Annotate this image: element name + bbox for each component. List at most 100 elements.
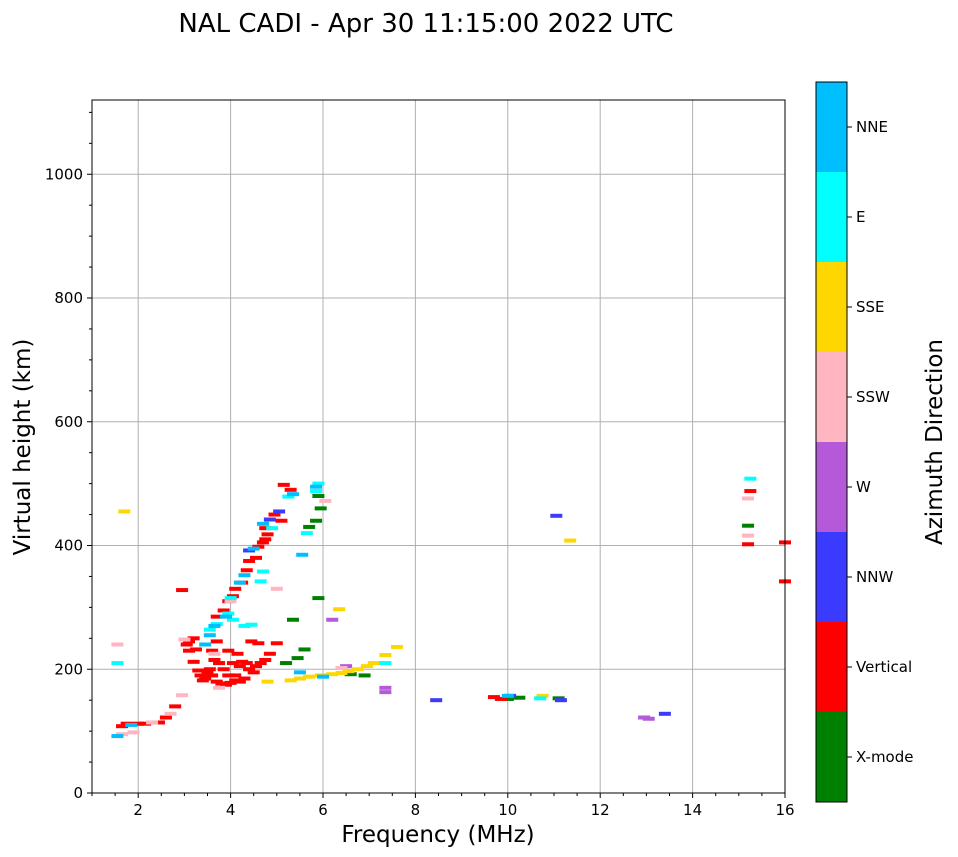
data-point xyxy=(203,633,216,638)
colorbar-segment xyxy=(816,262,847,352)
data-point xyxy=(379,685,392,690)
x-tick-label: 4 xyxy=(226,801,236,819)
data-point xyxy=(335,666,348,671)
data-point xyxy=(270,641,283,646)
data-point xyxy=(125,722,138,727)
data-point xyxy=(250,664,263,669)
data-point xyxy=(226,661,239,666)
data-point xyxy=(118,509,131,514)
data-point xyxy=(300,531,313,536)
colorbar-frame xyxy=(815,81,848,803)
data-point xyxy=(273,509,286,514)
data-point xyxy=(247,546,260,551)
data-point xyxy=(233,580,246,585)
colorbar-segment xyxy=(816,712,847,802)
x-tick-label: 6 xyxy=(318,801,328,819)
data-point xyxy=(176,693,189,698)
colorbar-segment xyxy=(816,532,847,622)
data-point xyxy=(298,647,311,652)
data-point xyxy=(293,670,306,675)
data-point xyxy=(263,517,276,522)
data-point xyxy=(333,607,346,612)
data-point xyxy=(213,685,226,690)
colorbar-tick-label: Vertical xyxy=(856,658,912,676)
data-point xyxy=(116,724,129,729)
data-point xyxy=(213,661,226,666)
data-point xyxy=(261,679,274,684)
data-point xyxy=(358,673,371,678)
data-point xyxy=(310,518,323,523)
plot-background xyxy=(92,100,785,793)
data-point xyxy=(254,661,267,666)
data-point xyxy=(379,653,392,658)
data-point xyxy=(379,661,392,666)
data-point xyxy=(744,476,757,481)
data-point xyxy=(111,642,124,647)
data-point xyxy=(277,482,290,487)
data-point xyxy=(243,558,256,563)
data-point xyxy=(284,487,297,492)
data-point xyxy=(176,588,189,593)
chart-title: NAL CADI - Apr 30 11:15:00 2022 UTC xyxy=(178,9,673,39)
y-tick-label: 600 xyxy=(54,413,83,431)
colorbar-segment xyxy=(816,172,847,262)
data-point xyxy=(229,586,242,591)
data-point xyxy=(534,696,547,701)
data-point xyxy=(286,492,299,497)
colorbar-tick-label: NNW xyxy=(856,568,893,586)
data-point xyxy=(303,524,316,529)
data-point xyxy=(208,651,221,656)
data-point xyxy=(293,676,306,681)
data-point xyxy=(132,721,145,726)
colorbar-label: Azimuth Direction xyxy=(922,339,948,545)
data-point xyxy=(206,648,219,653)
data-point xyxy=(222,648,235,653)
data-point xyxy=(233,664,246,669)
data-point xyxy=(379,690,392,695)
data-point xyxy=(266,526,279,531)
grid-lines xyxy=(92,100,786,794)
data-point xyxy=(206,673,219,678)
colorbar-tick-label: W xyxy=(856,478,871,496)
data-point xyxy=(275,518,288,523)
y-tick-label: 400 xyxy=(54,537,83,555)
data-point xyxy=(208,623,221,628)
y-tick-label: 1000 xyxy=(45,165,83,183)
x-tick-label: 10 xyxy=(498,801,517,819)
data-point xyxy=(229,673,242,678)
data-point xyxy=(342,669,355,674)
data-point xyxy=(310,484,323,489)
data-point xyxy=(256,521,269,526)
data-point xyxy=(256,569,269,574)
x-axis-label: Frequency (MHz) xyxy=(341,822,534,848)
data-point xyxy=(303,674,316,679)
data-point xyxy=(152,720,165,725)
data-point xyxy=(360,664,373,669)
data-point xyxy=(222,611,235,616)
data-point xyxy=(199,642,212,647)
colorbar-segment xyxy=(816,622,847,712)
data-point xyxy=(270,586,283,591)
data-point xyxy=(268,512,281,517)
data-point xyxy=(256,540,269,545)
data-point xyxy=(335,670,348,675)
data-point xyxy=(367,661,380,666)
data-point xyxy=(238,573,251,578)
data-point xyxy=(203,627,216,632)
data-point xyxy=(183,648,196,653)
data-point xyxy=(224,599,237,604)
data-point xyxy=(127,730,140,735)
data-point xyxy=(111,661,124,666)
data-point xyxy=(224,680,237,685)
data-point xyxy=(317,674,329,679)
data-point xyxy=(233,679,246,684)
data-point xyxy=(189,647,202,652)
colorbar-tick-label: E xyxy=(856,208,865,226)
data-point xyxy=(146,720,159,725)
data-point xyxy=(203,667,216,672)
data-point xyxy=(194,673,207,678)
data-point xyxy=(513,695,526,700)
data-point xyxy=(208,657,221,662)
data-point xyxy=(180,642,193,647)
